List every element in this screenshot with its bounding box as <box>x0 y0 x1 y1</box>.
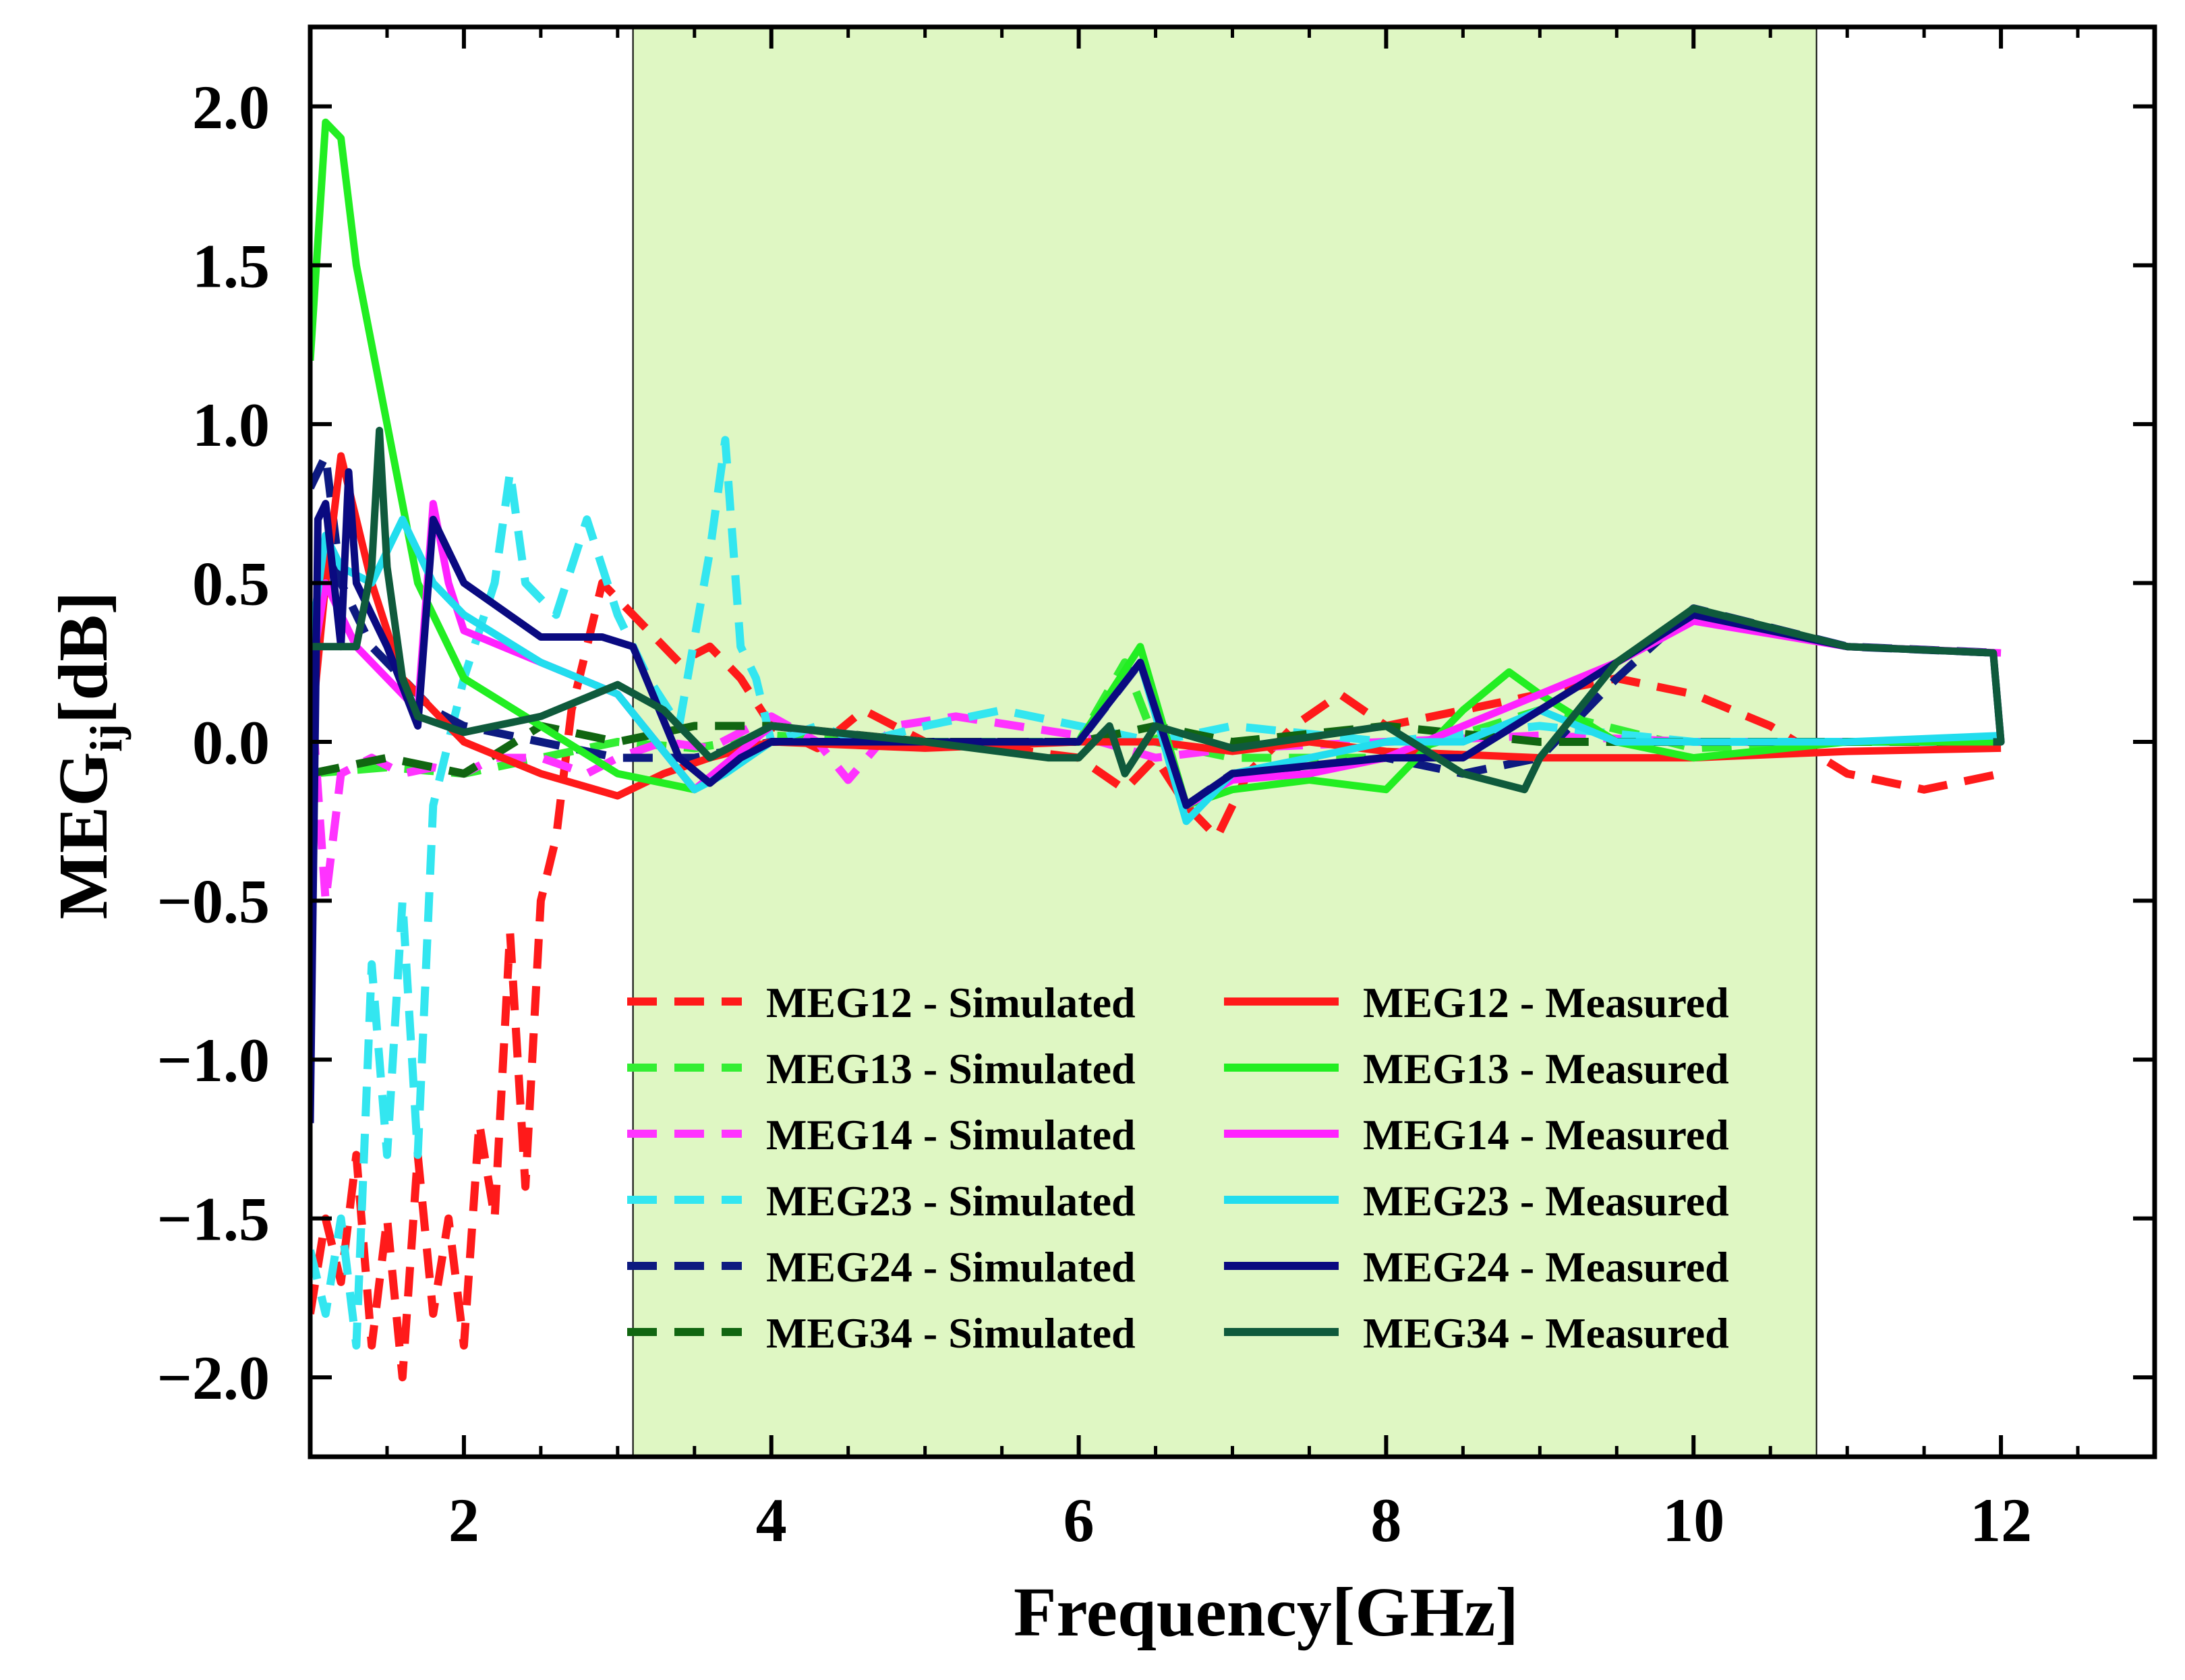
legend-label: MEG13 - Simulated <box>766 1045 1136 1093</box>
axis-ticks: 2 4 6 8 10 12 −2.0 −1.5 −1.0 −0.5 0.0 0.5 1.0 1.5 2.0 <box>157 27 2157 1555</box>
y-tick-label: −0.5 <box>157 867 270 936</box>
legend-label: MEG12 - Measured <box>1363 979 1729 1026</box>
y-tick-label: 0.5 <box>192 549 270 618</box>
y-tick-label: 1.0 <box>192 390 270 459</box>
y-tick-label: 0.0 <box>192 708 270 777</box>
y-axis-title-subscript: ij <box>80 724 132 752</box>
y-axis-title-unit: [dB] <box>45 591 122 724</box>
x-tick-label: 2 <box>448 1486 479 1555</box>
y-tick-label: −1.0 <box>157 1026 270 1095</box>
series-line-meg12-simulated <box>310 579 2002 1382</box>
y-axis-title: MEGij[dB] <box>45 591 132 919</box>
legend: MEG12 - Simulated MEG13 - Simulated MEG14 … <box>627 979 1729 1357</box>
y-axis-title-main: MEG <box>45 752 122 919</box>
legend-label: MEG12 - Simulated <box>766 979 1136 1026</box>
y-tick-label: 1.5 <box>192 231 270 300</box>
legend-label: MEG23 - Simulated <box>766 1177 1136 1225</box>
legend-label: MEG34 - Measured <box>1363 1309 1729 1357</box>
series-line-meg14-simulated <box>310 678 2002 905</box>
y-tick-label: −2.0 <box>157 1343 270 1412</box>
series-layer <box>310 118 2005 1382</box>
x-tick-label: 8 <box>1370 1486 1401 1555</box>
legend-label: MEG24 - Measured <box>1363 1243 1729 1291</box>
legend-label: MEG23 - Measured <box>1363 1177 1729 1225</box>
x-tick-label: 12 <box>1970 1486 2032 1555</box>
series-line-meg34-measured <box>310 426 2005 794</box>
legend-label: MEG24 - Simulated <box>766 1243 1136 1291</box>
legend-label: MEG14 - Measured <box>1363 1111 1729 1159</box>
x-tick-label: 6 <box>1064 1486 1095 1555</box>
y-tick-label: 2.0 <box>192 73 270 142</box>
x-tick-label: 10 <box>1662 1486 1724 1555</box>
x-axis-title: Frequency[GHz] <box>1014 1573 1519 1651</box>
legend-label: MEG13 - Measured <box>1363 1045 1729 1093</box>
y-tick-label: −1.5 <box>157 1185 270 1254</box>
legend-label: MEG34 - Simulated <box>766 1309 1136 1357</box>
legend-label: MEG14 - Simulated <box>766 1111 1136 1159</box>
x-tick-label: 4 <box>756 1486 787 1555</box>
